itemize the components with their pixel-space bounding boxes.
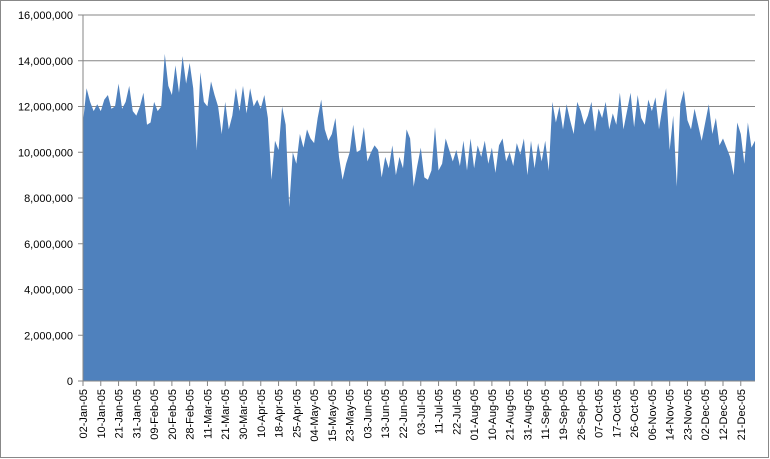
x-tick-label: 31-Aug-05 bbox=[522, 389, 534, 440]
x-tick-label: 02-Jan-05 bbox=[78, 389, 90, 439]
x-tick-label: 23-May-05 bbox=[345, 389, 357, 442]
x-tick-label: 11-Mar-05 bbox=[202, 389, 214, 439]
x-tick-label: 10-Apr-05 bbox=[256, 389, 268, 438]
y-tick-label: 10,000,000 bbox=[18, 147, 73, 159]
x-tick-label: 10-Jan-05 bbox=[96, 389, 108, 439]
area bbox=[83, 53, 755, 381]
x-tick-label: 31-Jan-05 bbox=[131, 389, 143, 439]
x-tick-label: 10-Aug-05 bbox=[487, 389, 499, 440]
x-tick-label: 11-Sep-05 bbox=[540, 389, 552, 440]
y-tick-label: 6,000,000 bbox=[24, 239, 73, 251]
x-tick-label: 15-May-05 bbox=[327, 389, 339, 442]
y-tick-label: 12,000,000 bbox=[18, 102, 73, 114]
x-tick-label: 13-Jun-05 bbox=[380, 389, 392, 439]
x-tick-label: 20-Feb-05 bbox=[167, 389, 179, 440]
x-tick-label: 03-Jun-05 bbox=[362, 389, 374, 439]
x-tick-label: 26-Sep-05 bbox=[576, 389, 588, 440]
x-tick-label: 07-Oct-05 bbox=[594, 389, 606, 438]
x-tick-label: 28-Feb-05 bbox=[185, 389, 197, 440]
y-tick-label: 0 bbox=[67, 376, 73, 388]
x-tick-label: 12-Dec-05 bbox=[718, 389, 730, 440]
x-tick-label: 03-Jul-05 bbox=[416, 389, 428, 435]
x-tick-label: 11-Jul-05 bbox=[434, 389, 446, 434]
y-tick-label: 8,000,000 bbox=[24, 193, 73, 205]
x-tick-label: 01-Aug-05 bbox=[469, 389, 481, 440]
x-tick-label: 17-Oct-05 bbox=[611, 389, 623, 438]
x-tick-label: 04-May-05 bbox=[309, 389, 321, 442]
x-tick-label: 23-Nov-05 bbox=[682, 389, 694, 440]
y-tick-label: 2,000,000 bbox=[24, 330, 73, 342]
y-tick-label: 16,000,000 bbox=[18, 10, 73, 22]
x-tick-label: 26-Oct-05 bbox=[629, 389, 641, 438]
x-tick-label: 22-Jul-05 bbox=[451, 389, 463, 435]
x-tick-label: 09-Feb-05 bbox=[149, 389, 161, 440]
x-tick-label: 18-Apr-05 bbox=[274, 389, 286, 438]
x-tick-label: 25-Apr-05 bbox=[291, 389, 303, 438]
x-tick-label: 21-Dec-05 bbox=[736, 389, 748, 440]
x-tick-label: 21-Jan-05 bbox=[114, 389, 126, 439]
x-tick-label: 02-Dec-05 bbox=[700, 389, 712, 440]
x-tick-label: 30-Mar-05 bbox=[238, 389, 250, 440]
x-tick-label: 19-Sep-05 bbox=[558, 389, 570, 440]
x-tick-label: 14-Nov-05 bbox=[665, 389, 677, 440]
x-tick-label: 06-Nov-05 bbox=[647, 389, 659, 440]
x-tick-label: 21-Aug-05 bbox=[505, 389, 517, 440]
x-tick-label: 22-Jun-05 bbox=[398, 389, 410, 439]
y-tick-label: 14,000,000 bbox=[18, 56, 73, 68]
y-tick-label: 4,000,000 bbox=[24, 285, 73, 297]
x-tick-label: 21-Mar-05 bbox=[220, 389, 232, 440]
